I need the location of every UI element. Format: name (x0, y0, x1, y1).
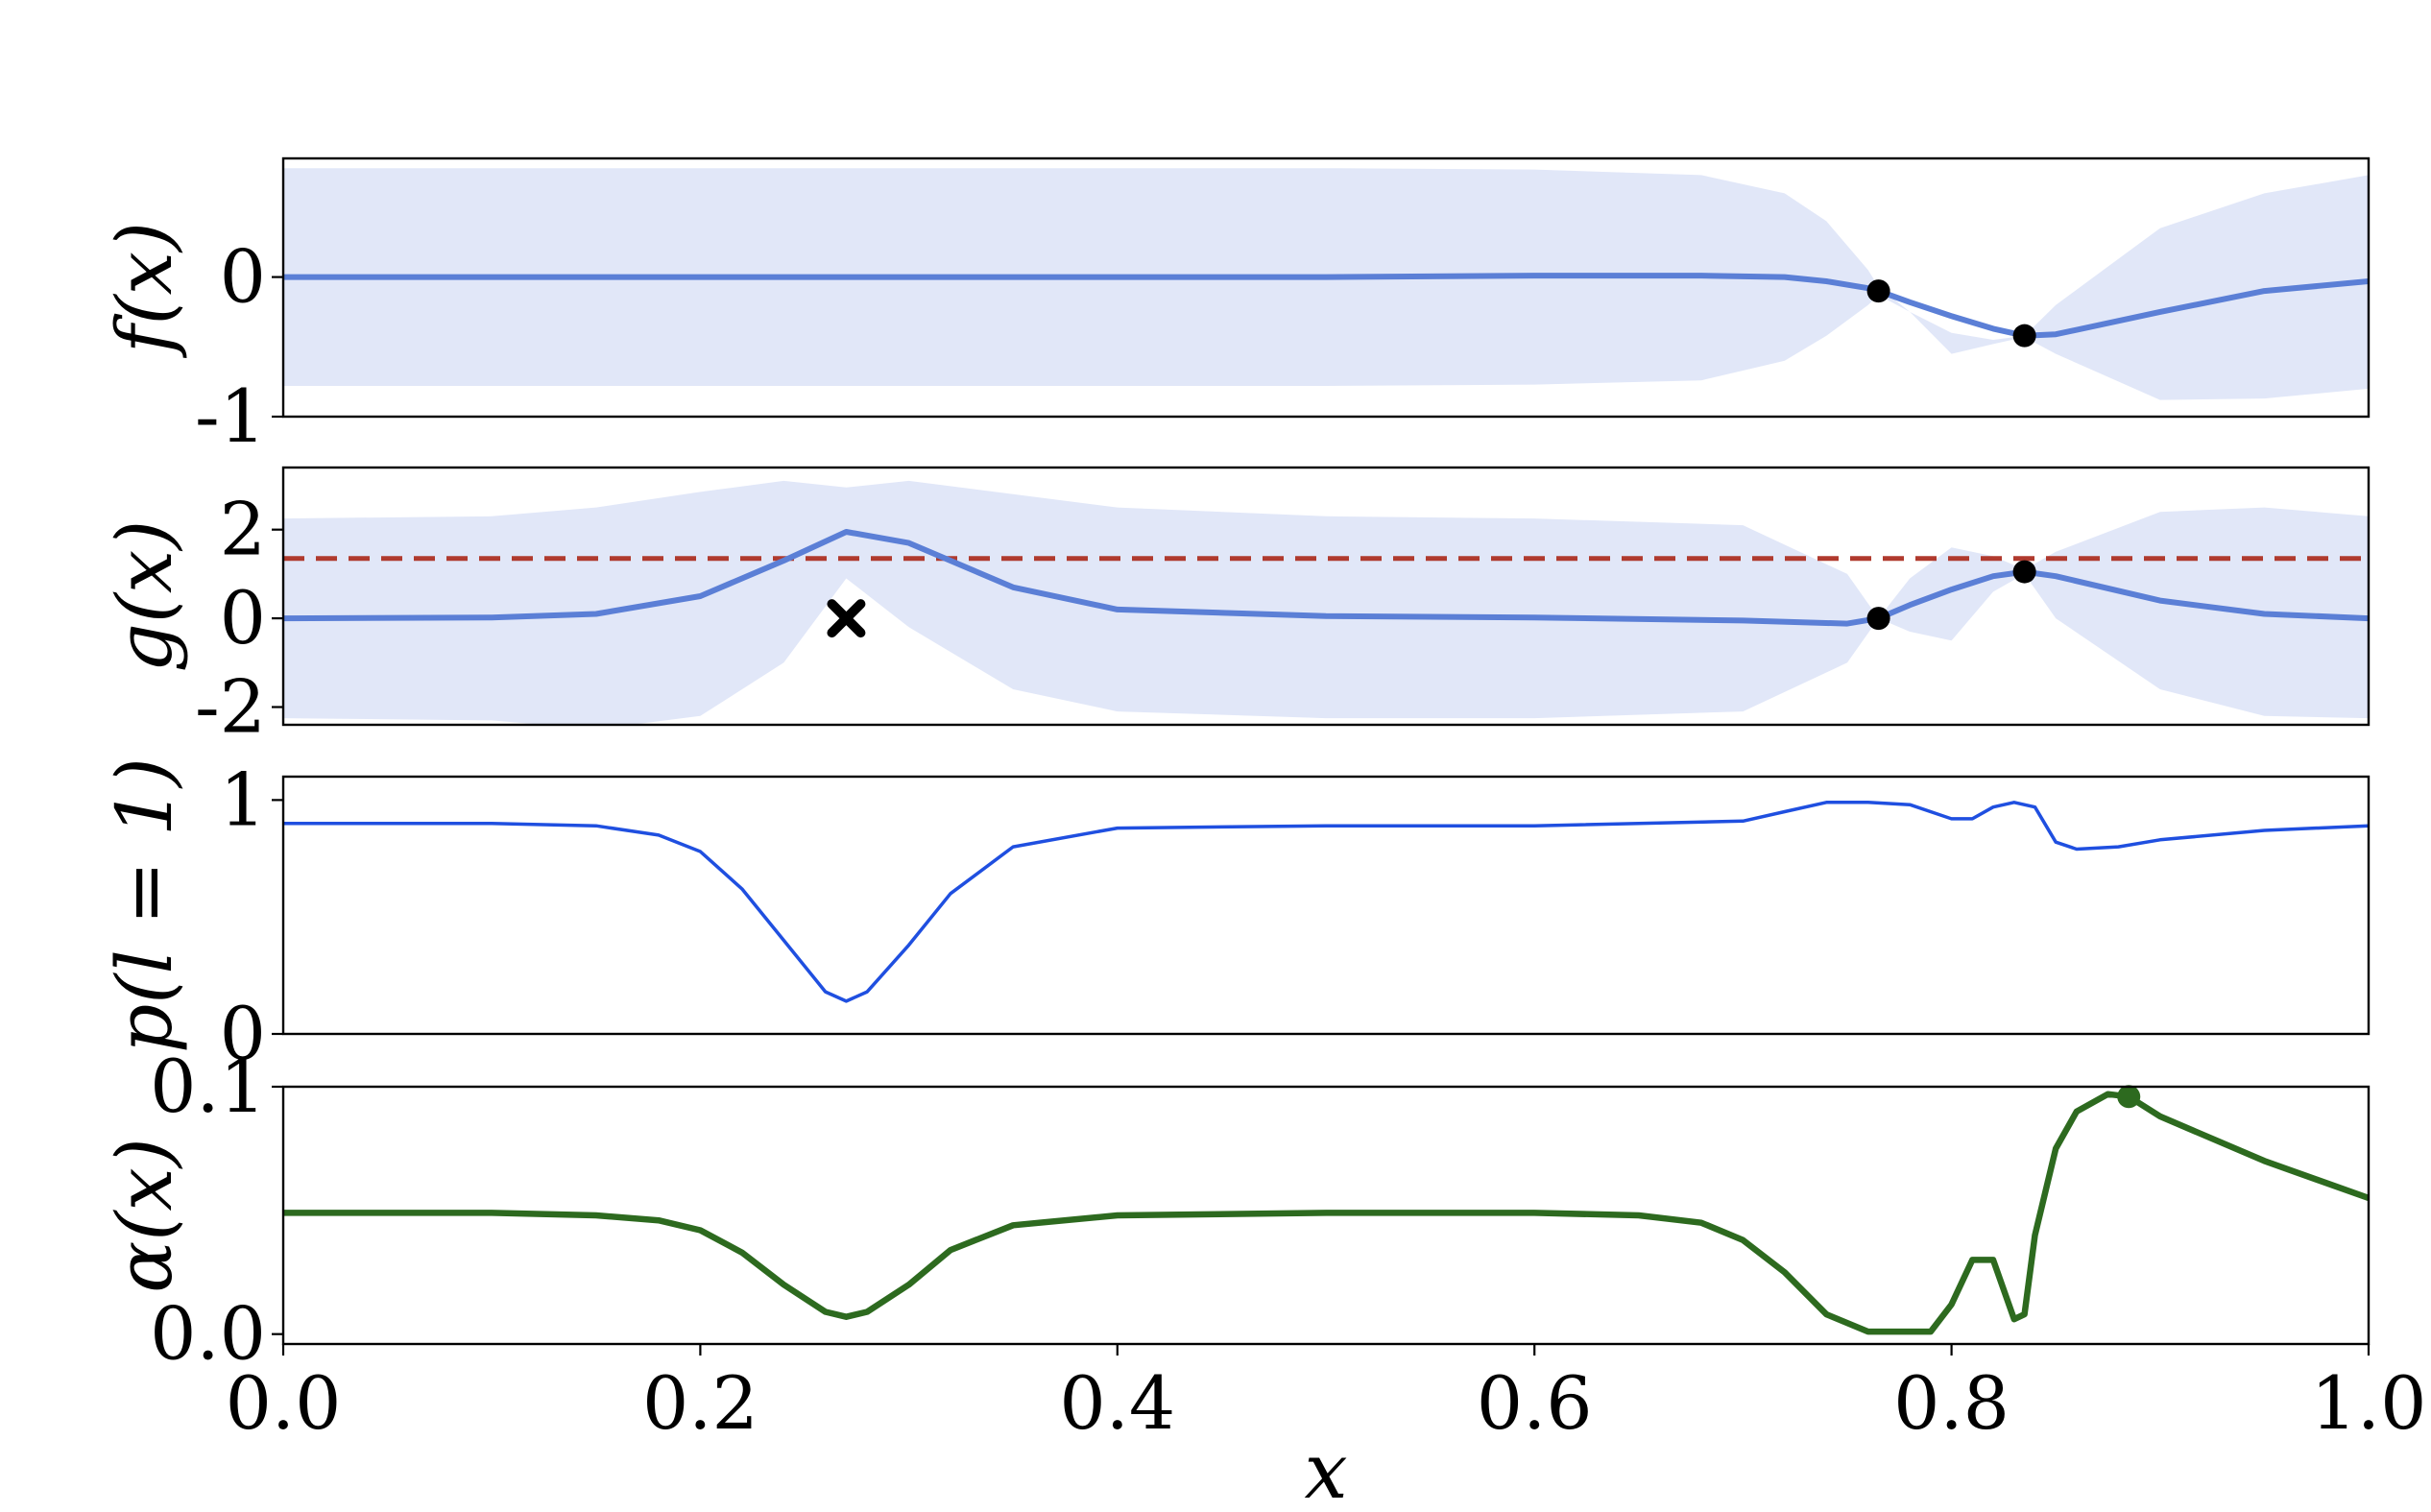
g-ytick-label-1: 0 (220, 575, 266, 660)
panel-g: 20-2 g(x) (100, 466, 2371, 750)
alpha-ticks: 0.1 0.0 (150, 1044, 283, 1377)
f-point-0 (1866, 279, 1890, 303)
alpha-clip-group (283, 1091, 2369, 1335)
f-ticks: 0 -1 (195, 234, 283, 459)
p-axes-frame (281, 775, 2371, 1036)
f-ytick-label-0: 0 (220, 234, 266, 320)
g-ylabel: g(x) (100, 520, 189, 673)
p-ytick-label-0: 1 (220, 756, 266, 842)
g-confidence-band (283, 480, 2369, 725)
x-tick-label-5: 1.0 (2311, 1360, 2427, 1446)
x-tick-label-2: 0.4 (1059, 1360, 1175, 1446)
alpha-point-0 (2117, 1085, 2141, 1109)
panel-f: 0 -1 f(x) (100, 156, 2371, 459)
g-ytick-label-2: -2 (195, 664, 266, 750)
g-curve (283, 529, 2369, 627)
f-ytick-label-1: -1 (195, 373, 266, 459)
alpha-ylabel: α(x) (100, 1138, 189, 1293)
x-tick-label-3: 0.6 (1477, 1360, 1593, 1446)
x-tick-label-0: 0.0 (226, 1360, 342, 1446)
alpha-ytick-label-0: 0.1 (150, 1044, 266, 1129)
f-clip-group (283, 168, 2369, 400)
f-ylabel: f(x) (100, 222, 189, 358)
panel-alpha: 0.1 0.0 α(x) 0.0 0.2 0.4 0.6 0.8 1.0 x (100, 1044, 2426, 1512)
g-plot-layer (283, 480, 2369, 725)
p-ticks: 10 (220, 756, 283, 1076)
x-axis-label: x (1304, 1427, 1347, 1512)
x-ticks: 0.0 0.2 0.4 0.6 0.8 1.0 (226, 1344, 2427, 1446)
alpha-ytick-label-1: 0.0 (150, 1291, 266, 1377)
f-plot-layer (283, 168, 2369, 400)
alpha-curve (283, 1091, 2369, 1335)
p-plot-layer (283, 801, 2369, 1003)
p-ylabel: p(l = 1) (100, 757, 189, 1053)
f-curve (283, 273, 2369, 339)
alpha-plot-layer (283, 1085, 2369, 1335)
f-confidence-band (283, 168, 2369, 400)
g-axes-frame (281, 466, 2371, 727)
g-ytick-label-0: 2 (220, 487, 266, 572)
x-tick-label-1: 0.2 (642, 1360, 758, 1446)
panel-p: 10 p(l = 1) (100, 756, 2371, 1076)
alpha-axes-frame (281, 1085, 2371, 1346)
p-ytick-label-1: 0 (220, 991, 266, 1076)
g-clip-group (283, 480, 2369, 725)
p-curve (283, 801, 2369, 1003)
g-point-0 (1866, 607, 1890, 631)
p-clip-group (283, 801, 2369, 1003)
x-tick-label-4: 0.8 (1893, 1360, 2010, 1446)
f-axes-frame (281, 156, 2371, 419)
f-point-1 (2012, 324, 2036, 348)
g-point-1 (2012, 560, 2036, 584)
g-ticks: 20-2 (195, 487, 283, 750)
g-infeasible-marker (827, 599, 866, 638)
